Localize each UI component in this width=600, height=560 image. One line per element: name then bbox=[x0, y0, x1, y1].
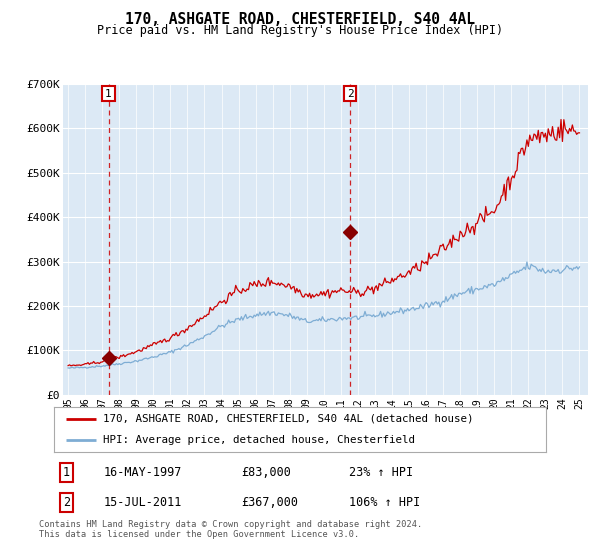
Text: 1: 1 bbox=[63, 465, 70, 479]
Text: 1: 1 bbox=[105, 88, 112, 99]
Text: Price paid vs. HM Land Registry's House Price Index (HPI): Price paid vs. HM Land Registry's House … bbox=[97, 24, 503, 37]
Text: 15-JUL-2011: 15-JUL-2011 bbox=[103, 496, 182, 509]
Text: 2: 2 bbox=[347, 88, 353, 99]
Text: 16-MAY-1997: 16-MAY-1997 bbox=[103, 465, 182, 479]
Text: 106% ↑ HPI: 106% ↑ HPI bbox=[349, 496, 421, 509]
Text: 23% ↑ HPI: 23% ↑ HPI bbox=[349, 465, 413, 479]
Text: Contains HM Land Registry data © Crown copyright and database right 2024.
This d: Contains HM Land Registry data © Crown c… bbox=[39, 520, 422, 539]
Text: 170, ASHGATE ROAD, CHESTERFIELD, S40 4AL: 170, ASHGATE ROAD, CHESTERFIELD, S40 4AL bbox=[125, 12, 475, 27]
Text: £83,000: £83,000 bbox=[241, 465, 291, 479]
Text: 2: 2 bbox=[63, 496, 70, 509]
Text: £367,000: £367,000 bbox=[241, 496, 298, 509]
Text: HPI: Average price, detached house, Chesterfield: HPI: Average price, detached house, Ches… bbox=[103, 435, 415, 445]
Text: 170, ASHGATE ROAD, CHESTERFIELD, S40 4AL (detached house): 170, ASHGATE ROAD, CHESTERFIELD, S40 4AL… bbox=[103, 414, 474, 424]
